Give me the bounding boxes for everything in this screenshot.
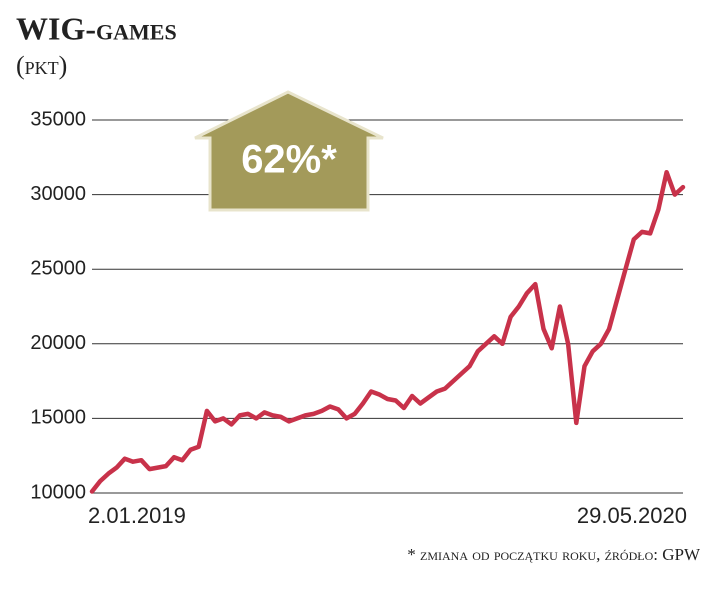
footnote: * zmiana od początku roku, źródło: GPW [407,545,701,564]
annotation: 62%* [241,138,337,182]
y-tick-label: 35000 [30,108,86,130]
y-tick-label: 20000 [30,332,86,354]
y-tick-label: 25000 [30,257,86,279]
chart-subtitle: (pkt) [16,51,67,80]
data-line [89,169,686,494]
y-tick-label: 15000 [30,407,86,429]
y-tick-label: 30000 [30,183,86,205]
x-tick-label: 29.05.2020 [577,503,687,528]
arrow-badge [194,90,384,212]
chart-title: WIG-games [16,10,177,46]
y-tick-label: 10000 [30,481,86,503]
x-tick-label: 2.01.2019 [88,503,186,528]
plot: 10000 15000 20000 25000 30000 35000 2.01.2019 2… [30,108,687,528]
